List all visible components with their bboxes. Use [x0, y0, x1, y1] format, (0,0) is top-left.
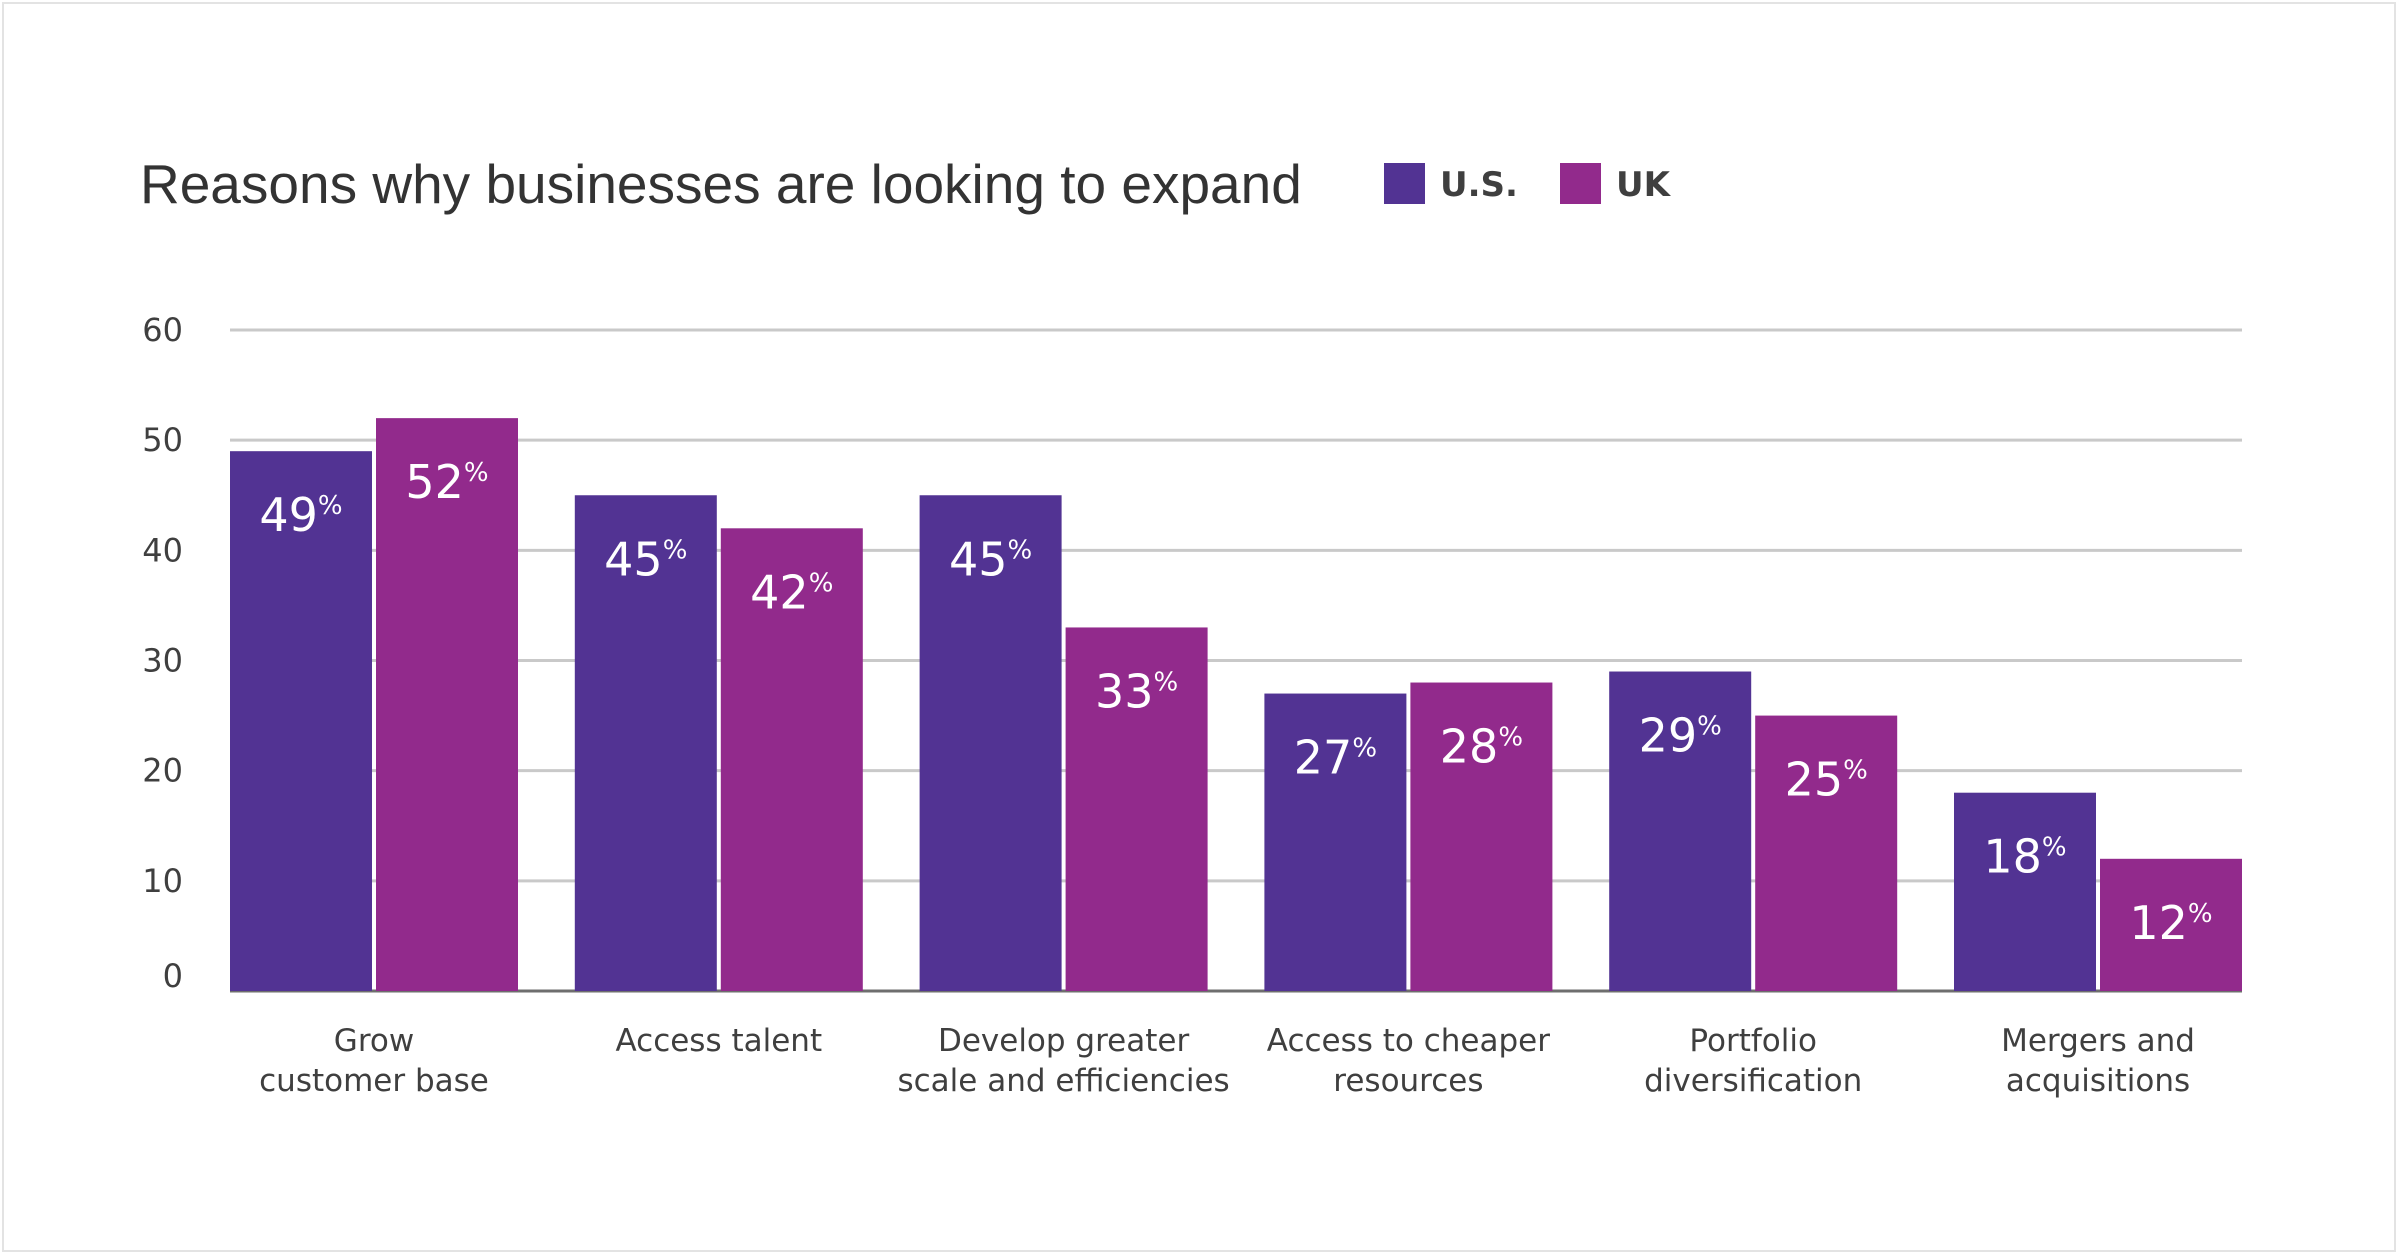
- legend-label-uk: UK: [1616, 165, 1672, 205]
- legend: U.S. UK: [1384, 163, 1672, 205]
- bar-value-label: 12%: [2129, 896, 2212, 950]
- y-tick-label: 10: [142, 862, 183, 900]
- category-label: scale and efficiencies: [897, 1063, 1229, 1099]
- y-tick-label: 0: [163, 957, 183, 995]
- y-tick-label: 20: [142, 752, 183, 790]
- bar-us: [1954, 792, 2096, 991]
- y-tick-label: 40: [142, 531, 183, 569]
- bar-value-label: 25%: [1785, 753, 1868, 807]
- bar-value-label: 52%: [405, 455, 488, 509]
- y-tick-label: 30: [142, 642, 183, 680]
- bars: [230, 418, 2242, 992]
- gridlines: [230, 328, 2242, 993]
- bar-us: [574, 495, 717, 991]
- category-label: resources: [1333, 1063, 1483, 1099]
- bar-uk: [376, 418, 518, 992]
- bar-value-label: 28%: [1440, 720, 1523, 774]
- category-label: customer base: [259, 1063, 489, 1099]
- bar-value-label: 27%: [1294, 731, 1377, 785]
- category-label: Grow: [334, 1023, 414, 1059]
- bar-value-label: 18%: [1983, 830, 2066, 884]
- category-label: acquisitions: [2006, 1063, 2190, 1099]
- bar-us: [1609, 671, 1752, 991]
- bar-uk: [1755, 715, 1898, 991]
- legend-label-us: U.S.: [1440, 165, 1518, 205]
- legend-swatch-us: [1384, 163, 1425, 204]
- category-label: Access to cheaper: [1267, 1023, 1550, 1059]
- bar-uk: [2100, 858, 2242, 991]
- bar-value-label: 29%: [1639, 709, 1722, 763]
- y-axis-ticks: 0 10 20 30 40 50 60: [142, 311, 183, 995]
- category-labels: Grow customer base Access talent Develop gr…: [259, 1023, 2195, 1099]
- category-label: Develop greater: [938, 1023, 1190, 1059]
- bar-us: [230, 451, 372, 991]
- bar-uk: [1065, 627, 1208, 991]
- chart-title: Reasons why businesses are looking to ex…: [140, 153, 1302, 215]
- bar-uk: [1410, 682, 1553, 991]
- y-tick-label: 60: [142, 311, 183, 349]
- category-label: Portfolio: [1689, 1023, 1817, 1059]
- bar-value-label: 33%: [1095, 664, 1178, 718]
- category-label: diversification: [1644, 1063, 1862, 1099]
- bar-us: [1264, 693, 1407, 991]
- bar-value-label: 45%: [949, 532, 1032, 586]
- bar-value-label: 42%: [750, 565, 833, 619]
- bar-us: [919, 495, 1062, 991]
- bar-value-label: 45%: [604, 532, 687, 586]
- legend-swatch-uk: [1560, 163, 1601, 204]
- bar-uk: [720, 528, 863, 991]
- category-label: Mergers and: [2001, 1023, 2195, 1059]
- category-label: Access talent: [615, 1023, 822, 1059]
- bar-value-label: 49%: [259, 488, 342, 542]
- value-labels: 49% 52% 45% 42% 45% 33% 27% 28% 29% 25% 18% 12%: [259, 455, 2212, 950]
- y-tick-label: 50: [142, 421, 183, 459]
